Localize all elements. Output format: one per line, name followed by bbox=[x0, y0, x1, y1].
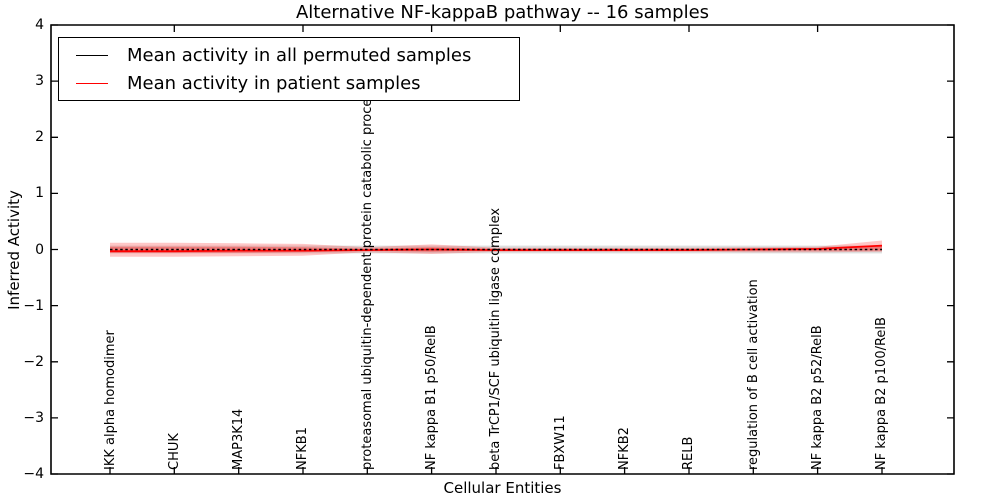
y-tick-label: 0 bbox=[35, 242, 44, 258]
chart-title: Alternative NF-kappaB pathway -- 16 samp… bbox=[295, 2, 710, 23]
x-category-label: NFKB1 bbox=[295, 427, 310, 470]
y-tick-label: −4 bbox=[23, 466, 44, 482]
patient-band-outer bbox=[110, 240, 882, 257]
x-category-label: beta TrCP1/SCF ubiquitin ligase complex bbox=[488, 207, 503, 470]
patient-line-swatch bbox=[76, 82, 108, 84]
y-tick-label: −1 bbox=[23, 298, 44, 314]
x-category-label: NF kappa B2 p100/RelB bbox=[874, 317, 889, 470]
y-tick-label: 3 bbox=[35, 73, 44, 89]
legend-item-permuted: Mean activity in all permuted samples bbox=[59, 41, 519, 69]
x-category-label: MAP3K14 bbox=[231, 408, 246, 470]
permuted-line-swatch bbox=[76, 54, 108, 56]
x-category-label: IKK alpha homodimer bbox=[103, 330, 118, 470]
y-tick-label: −2 bbox=[23, 354, 44, 370]
x-category-label: NF kappa B2 p52/RelB bbox=[810, 325, 825, 470]
x-category-label: proteasomal ubiquitin-dependent protein … bbox=[360, 85, 375, 470]
y-tick-label: 2 bbox=[35, 129, 44, 145]
legend-item-patient: Mean activity in patient samples bbox=[59, 69, 519, 97]
x-category-label: NFKB2 bbox=[617, 427, 632, 470]
x-category-label: FBXW11 bbox=[553, 415, 568, 470]
plot-border bbox=[50, 24, 955, 475]
x-category-label: RELB bbox=[681, 436, 696, 470]
y-tick-label: 1 bbox=[35, 185, 44, 201]
y-tick-label: −3 bbox=[23, 410, 44, 426]
legend: Mean activity in all permuted samples Me… bbox=[58, 37, 520, 101]
x-category-label: CHUK bbox=[167, 433, 182, 470]
x-axis-label: Cellular Entities bbox=[443, 479, 562, 497]
x-category-label: NF kappa B1 p50/RelB bbox=[424, 325, 439, 470]
legend-label: Mean activity in patient samples bbox=[127, 72, 421, 94]
legend-label: Mean activity in all permuted samples bbox=[127, 44, 472, 66]
x-category-label: regulation of B cell activation bbox=[746, 279, 761, 470]
y-tick-label: 4 bbox=[35, 17, 44, 33]
